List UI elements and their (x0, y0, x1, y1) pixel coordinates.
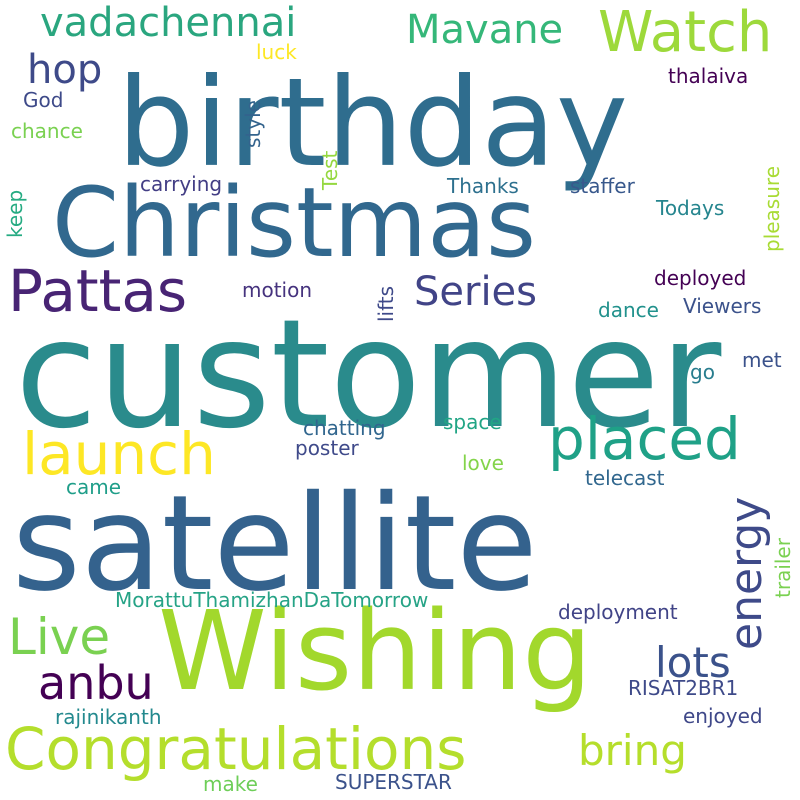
word-rajinikanth: rajinikanth (55, 705, 162, 729)
word-space: space (443, 410, 502, 434)
word-make: make (203, 772, 258, 796)
word-pleasure: pleasure (760, 166, 784, 252)
word-lifts: lifts (374, 285, 398, 322)
word-style: style (241, 100, 265, 148)
word-go: go (690, 360, 715, 384)
word-satellite: satellite (12, 467, 538, 621)
word-viewers: Viewers (683, 294, 762, 318)
word-met: met (742, 348, 782, 372)
word-birthday: birthday (117, 52, 629, 194)
word-anbu: anbu (38, 656, 154, 710)
word-hop: hop (27, 47, 103, 93)
word-thanks: Thanks (447, 174, 519, 198)
word-chatting: chatting (303, 416, 386, 440)
word-enjoyed: enjoyed (683, 704, 763, 728)
word-congratulations: Congratulations (5, 715, 467, 783)
word-todays: Todays (656, 196, 725, 220)
word-morattuthamizhandatomorrow: MorattuThamizhanDaTomorrow (115, 588, 429, 612)
word-deployment: deployment (558, 600, 678, 624)
word-energy: energy (721, 496, 772, 650)
word-series: Series (414, 269, 538, 315)
word-live: Live (8, 608, 111, 666)
word-deployed: deployed (654, 266, 747, 290)
word-pattas: Pattas (8, 257, 188, 325)
word-risat2br1: RISAT2BR1 (628, 676, 739, 700)
word-love: love (462, 451, 504, 475)
word-customer: customer (15, 288, 722, 462)
word-luck: luck (256, 40, 297, 64)
word-mavane: Mavane (406, 7, 564, 53)
word-wishing: Wishing (158, 587, 593, 715)
word-came: came (66, 475, 122, 499)
word-poster: poster (295, 436, 359, 460)
word-thalaiva: thalaiva (668, 64, 749, 88)
word-watch: Watch (598, 0, 773, 65)
word-god: God (23, 88, 64, 112)
word-telecast: telecast (585, 466, 665, 490)
word-test: Test (318, 150, 342, 190)
word-superstar: SUPERSTAR (335, 770, 452, 794)
word-keep: keep (3, 189, 27, 238)
word-carrying: carrying (140, 172, 223, 196)
word-launch: launch (22, 420, 216, 488)
word-staffer: staffer (570, 174, 635, 198)
word-bring: bring (578, 726, 687, 775)
word-trailer: trailer (771, 538, 795, 598)
word-placed: placed (548, 405, 741, 473)
word-lots: lots (655, 638, 731, 687)
word-dance: dance (598, 298, 659, 322)
word-motion: motion (242, 278, 313, 302)
word-chance: chance (11, 119, 83, 143)
word-vadachennai: vadachennai (40, 0, 297, 46)
word-christmas: Christmas (52, 167, 537, 279)
